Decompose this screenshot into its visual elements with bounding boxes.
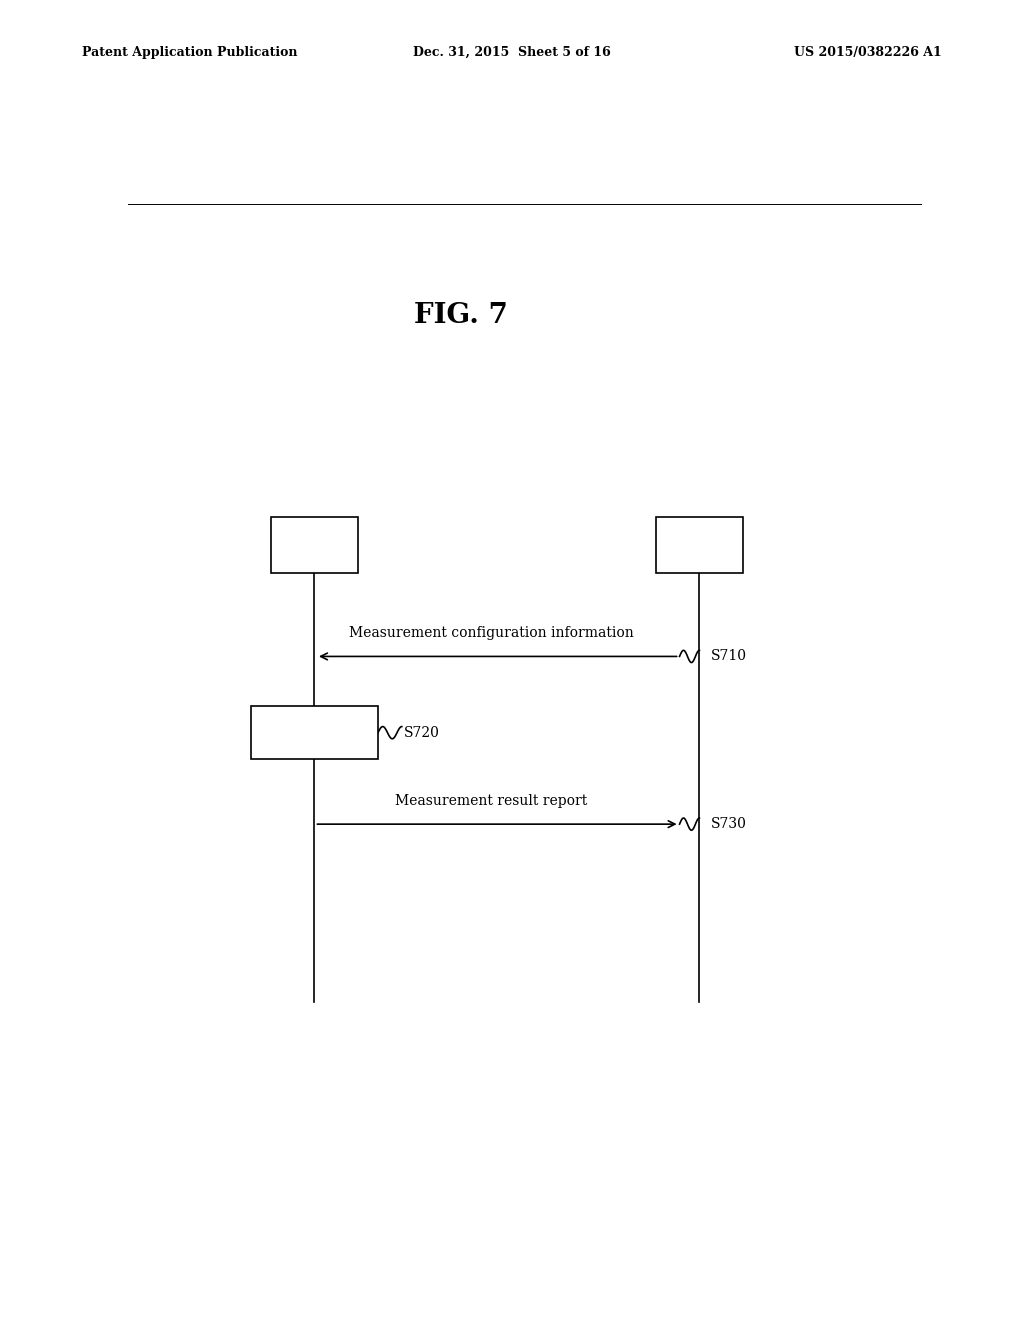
- Text: Dec. 31, 2015  Sheet 5 of 16: Dec. 31, 2015 Sheet 5 of 16: [413, 46, 611, 59]
- Text: US 2015/0382226 A1: US 2015/0382226 A1: [795, 46, 942, 59]
- Text: Measurement result report: Measurement result report: [395, 793, 587, 808]
- Text: Measurement: Measurement: [265, 726, 364, 739]
- Text: S710: S710: [712, 649, 748, 664]
- Text: S720: S720: [404, 726, 440, 739]
- Text: BS: BS: [686, 536, 713, 553]
- Text: Patent Application Publication: Patent Application Publication: [82, 46, 297, 59]
- FancyBboxPatch shape: [655, 516, 743, 573]
- Text: S730: S730: [712, 817, 748, 832]
- FancyBboxPatch shape: [270, 516, 358, 573]
- FancyBboxPatch shape: [251, 706, 378, 759]
- Text: UE: UE: [300, 536, 329, 553]
- Text: FIG. 7: FIG. 7: [415, 302, 508, 330]
- Text: Measurement configuration information: Measurement configuration information: [349, 626, 634, 640]
